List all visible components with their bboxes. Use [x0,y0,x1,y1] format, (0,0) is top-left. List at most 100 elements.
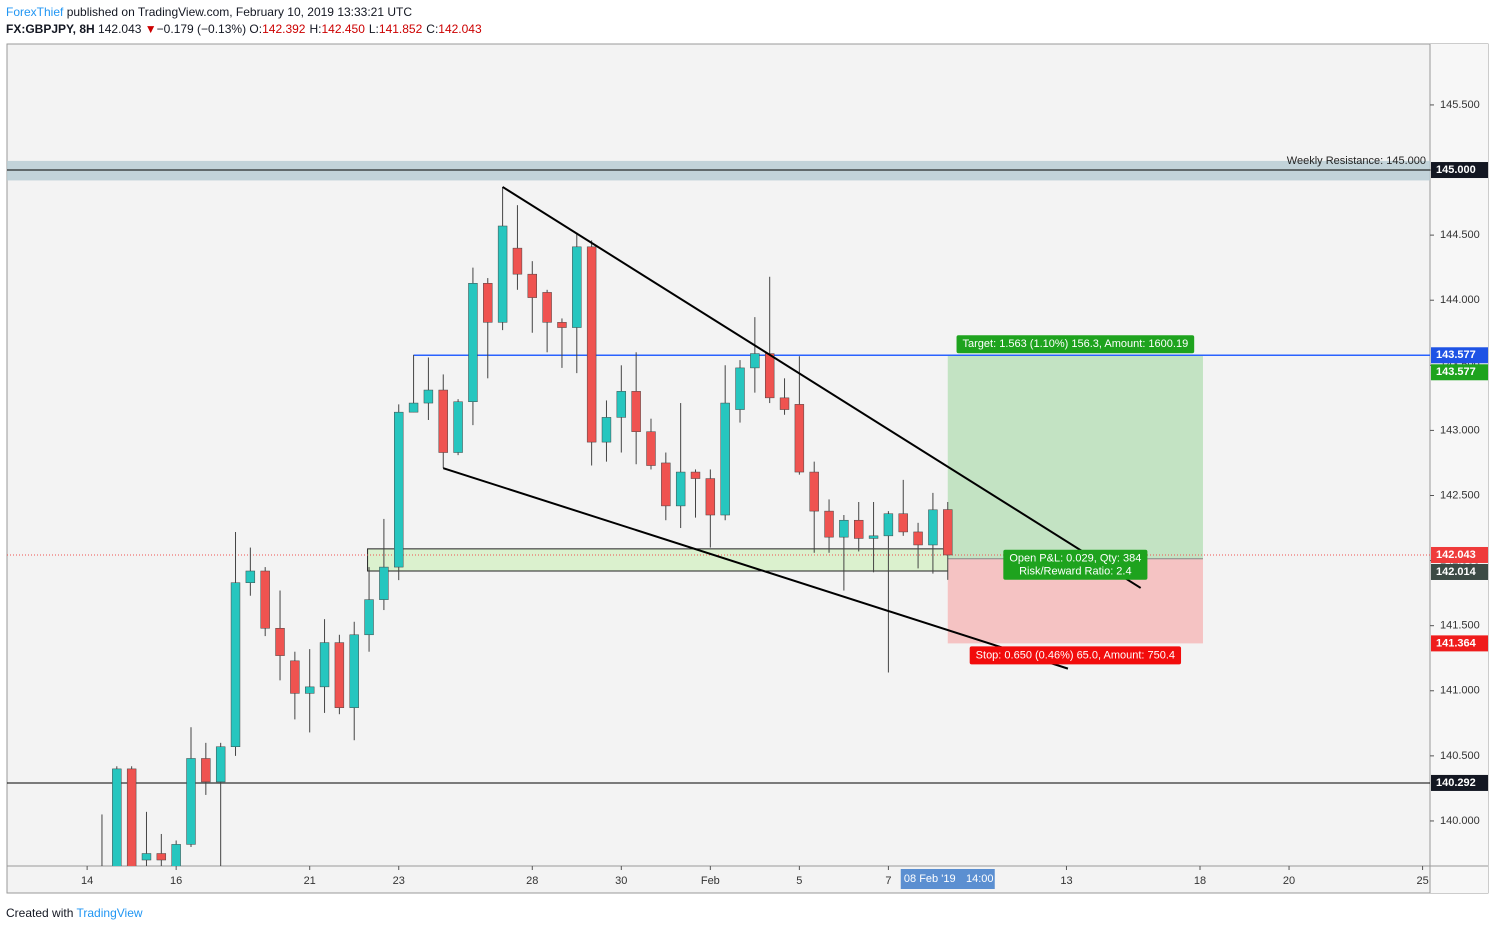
y-tick-label: 144.500 [1440,229,1480,241]
candle-body [290,660,300,694]
last: 142.043 [98,22,142,36]
ohlc-value: 141.852 [378,22,423,36]
trendline [502,186,1142,589]
candle-body [557,322,567,328]
candle-body [245,570,256,583]
candle-body [735,367,745,410]
plot: Weekly Resistance: 145.000 [7,155,1430,866]
x-tick-label: 23 [393,875,405,887]
candle-body [750,353,760,369]
candle-body [586,246,597,443]
ohlc-value: 142.450 [321,22,365,36]
price-label: 142.043 [1436,549,1476,561]
stop-label-box [969,646,1182,665]
x-tick-label: 16 [170,875,182,887]
resistance-band [7,160,1430,181]
published: published on TradingView.com, February 1… [66,5,413,19]
candle-body [497,225,508,323]
candle-body [215,746,226,783]
candle-body [349,634,359,708]
x-tick-label: 13 [1060,875,1072,887]
price-label: 142.014 [1436,566,1477,578]
brand[interactable]: TradingView [76,906,143,920]
candle-body [631,391,641,432]
candle-body [690,471,701,479]
candle-body [779,397,790,410]
price-label-box [1431,546,1488,563]
candle-body [126,768,137,866]
candle-body [764,353,775,399]
ohlc-value: 142.392 [262,22,306,36]
ohlc-label: H: [309,22,322,36]
frame [6,43,1489,894]
price-label: 140.292 [1436,777,1476,789]
price-label-box [1431,162,1488,179]
x-tick-label: 18 [1194,875,1206,887]
ohlc-value: 142.043 [438,22,482,36]
candle-body [186,758,196,845]
candle-body [720,402,730,516]
candle-body [794,404,805,473]
ohlc-label: O: [249,22,263,36]
candle-body [423,389,434,404]
price-axis [1430,44,1488,893]
ohlc: O:142.392 H:142.450 L:141.852 C:142.043 [249,22,485,36]
candle-body [854,519,864,539]
x-tick-label: 20 [1283,875,1295,887]
price-label-box [1431,364,1488,381]
arrow: ▼ [144,22,157,36]
candle-body [705,478,716,516]
candle-body [112,768,122,866]
change: −0.179 (−0.13%) [156,22,247,36]
candle-body [453,401,463,453]
candle-body [171,844,181,866]
price-label: 143.577 [1436,349,1476,361]
crosshair-time: 14:00 [966,873,994,885]
candle-body [379,566,389,600]
candle-body [839,519,849,538]
target-area [947,355,1203,559]
symbol: FX:GBPJPY, 8H [6,22,95,36]
candle-body [572,246,582,328]
author[interactable]: ForexThief [6,5,64,19]
candle-body [364,599,374,636]
candle-body [260,570,270,629]
candle-body [141,853,152,861]
candle-body [542,292,552,323]
candle-body [898,513,908,533]
price-label-box [1431,635,1488,652]
ohlc-label: C: [426,22,439,36]
candle-body [334,642,345,708]
price-label: 141.364 [1436,637,1477,649]
candle-body [601,417,612,443]
candle-body [646,431,656,466]
y-tick-label: 141.500 [1440,620,1480,632]
candle-body [394,411,404,568]
candle-body [230,582,241,747]
price-label-box [1431,347,1488,364]
crosshair-box [900,869,995,889]
crosshair-date: 08 Feb '19 [904,873,956,885]
candle-body [201,758,211,783]
pnl-label-box [1003,549,1148,580]
candle-body [512,247,523,275]
price-label-box [1431,563,1488,580]
candle-body [319,642,330,688]
candle-body [527,273,537,298]
trendline [442,467,1069,670]
header-line: ForexThief published on TradingView.com,… [6,5,412,19]
candle-body [809,471,819,512]
y-tick-label: 143.000 [1440,424,1480,436]
pnl-label: Open P&L: 0.029, Qty: 384 [1009,553,1141,565]
candle-body [305,686,315,694]
stop-label: Stop: 0.650 (0.46%) 65.0, Amount: 750.4 [976,649,1175,661]
rr-label: Risk/Reward Ratio: 2.4 [1019,566,1132,578]
candle-body [468,283,478,403]
x-tick-label: 5 [796,875,802,887]
candle-body [868,535,879,539]
candle-body [438,389,448,453]
candle-body [275,628,285,656]
y-tick-label: 144.000 [1440,294,1480,306]
